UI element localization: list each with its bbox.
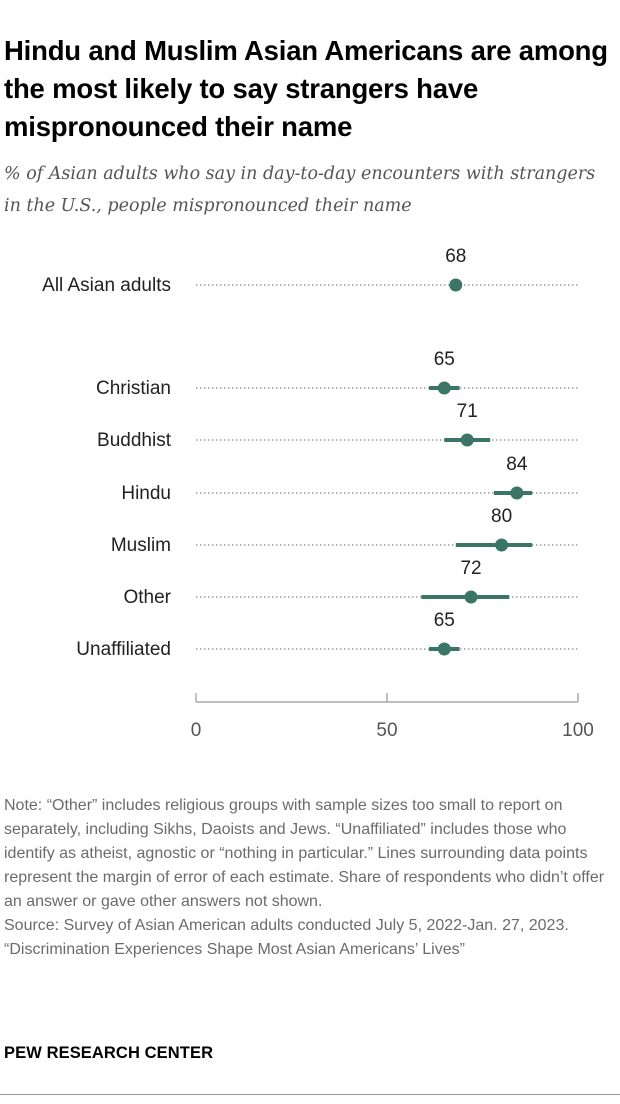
category-label: Buddhist <box>97 430 172 451</box>
row-buddhist: Buddhist 71 <box>97 401 578 451</box>
data-point <box>449 278 463 292</box>
data-label: 84 <box>506 454 528 475</box>
data-point <box>460 433 474 447</box>
data-label: 65 <box>434 349 455 370</box>
chart-rows: All Asian adults 68 Christian 65 Buddhist 71 H… <box>42 246 578 660</box>
tick-label: 100 <box>562 720 594 741</box>
chart-title: Hindu and Muslim Asian Americans are amo… <box>4 35 608 142</box>
data-point <box>464 590 478 604</box>
data-point <box>437 642 451 656</box>
tick-label: 50 <box>376 720 397 741</box>
row-hindu: Hindu 84 <box>121 454 578 504</box>
chart-subtitle: % of Asian adults who say in day-to-day … <box>4 164 596 216</box>
row-muslim: Muslim 80 <box>111 506 578 556</box>
data-label: 71 <box>457 401 478 422</box>
row-all-asian-adults: All Asian adults 68 <box>42 246 578 296</box>
report-title: “Discrimination Experiences Shape Most A… <box>4 941 465 958</box>
category-label: Hindu <box>121 483 171 504</box>
row-unaffiliated: Unaffiliated 65 <box>76 610 578 660</box>
dot-plot-chart: All Asian adults 68 Christian 65 Buddhist 71 H… <box>42 246 594 741</box>
row-other: Other 72 <box>123 558 578 608</box>
data-label: 72 <box>460 558 481 579</box>
data-point <box>437 381 451 395</box>
brand-logo-text: PEW RESEARCH CENTER <box>4 1044 214 1062</box>
bottom-divider <box>0 1094 620 1095</box>
category-label: All Asian adults <box>42 275 171 296</box>
category-label: Unaffiliated <box>76 639 171 660</box>
category-label: Christian <box>96 378 171 399</box>
data-point <box>495 538 509 552</box>
data-point <box>510 486 524 500</box>
row-christian: Christian 65 <box>96 349 578 399</box>
tick-label: 0 <box>191 720 202 741</box>
category-label: Other <box>123 587 171 608</box>
category-label: Muslim <box>111 535 171 556</box>
note-text: Note: “Other” includes religious groups … <box>4 797 605 910</box>
data-label: 65 <box>434 610 455 631</box>
notes-section: Note: “Other” includes religious groups … <box>4 794 616 962</box>
data-label: 80 <box>491 506 512 527</box>
source-text: Source: Survey of Asian American adults … <box>4 917 569 934</box>
data-label: 68 <box>445 246 466 267</box>
x-axis: 0 50 100 <box>191 693 594 741</box>
